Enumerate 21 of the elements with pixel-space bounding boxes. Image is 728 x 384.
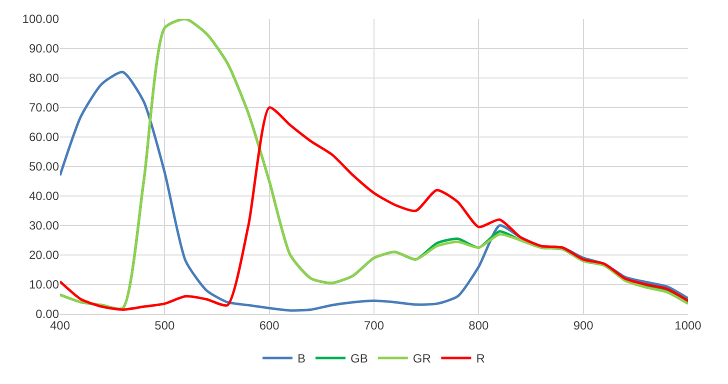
- y-tick-label: 60.00: [28, 130, 60, 144]
- y-tick-label: 10.00: [28, 278, 60, 292]
- legend-label: GR: [412, 352, 432, 366]
- legend-label: B: [298, 352, 306, 366]
- y-tick-label: 70.00: [28, 100, 60, 115]
- x-tick-label: 1000: [674, 318, 702, 332]
- line-series: [60, 106, 688, 311]
- x-tick-label: 500: [154, 318, 175, 332]
- legend-label: R: [476, 352, 486, 366]
- legend-label: GB: [350, 352, 368, 366]
- y-tick-label: 80.00: [28, 71, 60, 86]
- y-tick-label: 40.00: [28, 189, 60, 204]
- x-tick-label: 800: [468, 318, 489, 332]
- y-tick-label: 100.00: [22, 12, 60, 26]
- y-tick-label: 30.00: [28, 218, 60, 233]
- x-tick-label: 600: [259, 318, 280, 332]
- y-tick-label: 50.00: [28, 160, 60, 174]
- x-tick-label: 700: [364, 318, 384, 332]
- y-tick-label: 20.00: [28, 248, 60, 262]
- y-tick-label: 90.00: [28, 42, 60, 56]
- x-tick-label: 900: [573, 318, 594, 332]
